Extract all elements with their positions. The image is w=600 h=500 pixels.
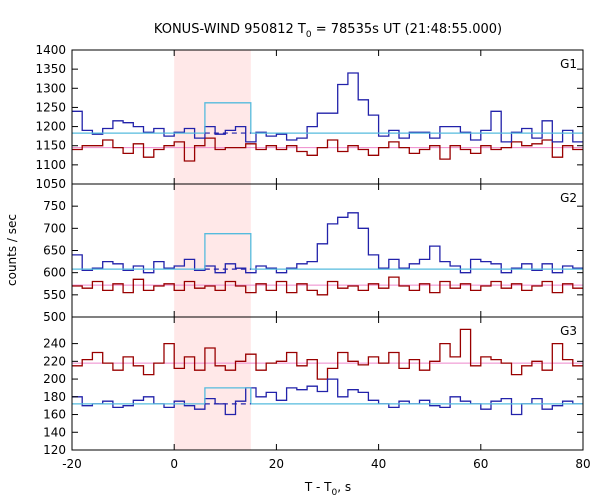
y-tick-label: 1250 <box>35 100 66 114</box>
panel-frame <box>71 49 584 185</box>
model-cyan <box>72 387 583 405</box>
y-tick-label: 700 <box>43 221 66 235</box>
series-blue <box>72 212 583 274</box>
y-tick-label: 1350 <box>35 62 66 76</box>
chart-title: KONUS-WIND 950812 T0 = 78535s UT (21:48:… <box>154 22 502 40</box>
y-tick-label: 1400 <box>35 43 66 57</box>
panel-label: G2 <box>560 191 577 205</box>
y-tick-label: 550 <box>43 288 66 302</box>
x-axis-title: T - T0, s <box>304 480 351 498</box>
y-tick-label: 650 <box>43 244 66 258</box>
x-tick-label: 20 <box>269 457 284 471</box>
highlight-band <box>174 50 251 184</box>
model-cyan <box>72 233 583 270</box>
model-cyan <box>72 102 583 134</box>
y-tick-label: 500 <box>43 310 66 324</box>
x-tick-label: -20 <box>62 457 82 471</box>
series-blue <box>72 72 583 143</box>
panel-g3: 120 140 160 180 200 220 240 G3 <box>43 316 584 457</box>
y-axis-title: counts / sec <box>5 214 19 286</box>
x-tick-label: 40 <box>371 457 386 471</box>
series-red <box>72 276 583 296</box>
y-tick-label: 1200 <box>35 120 66 134</box>
y-tick-label: 140 <box>43 425 66 439</box>
series-red <box>72 328 583 380</box>
x-tick-label: 80 <box>575 457 590 471</box>
panel-frame <box>71 316 584 451</box>
highlight-band <box>174 184 251 317</box>
y-tick-label: 120 <box>43 443 66 457</box>
y-tick-label: 1050 <box>35 177 66 191</box>
panel-label: G3 <box>560 324 577 338</box>
y-tick-label: 1150 <box>35 139 66 153</box>
panel-frame <box>71 183 584 318</box>
y-tick-label: 1100 <box>35 158 66 172</box>
panel-g2: 500 550 600 650 700 750 G2 <box>43 183 584 324</box>
panel-g1: 1050 1100 1150 1200 1250 1300 1350 1400 G1 <box>35 43 584 191</box>
y-tick-label: 200 <box>43 372 66 386</box>
y-tick-label: 180 <box>43 390 66 404</box>
series-red <box>72 137 583 162</box>
y-tick-label: 1300 <box>35 81 66 95</box>
series-blue <box>72 378 583 416</box>
panel-label: G1 <box>560 57 577 71</box>
plot-area: 10501100115012001250130013501400G1500550… <box>35 43 590 471</box>
y-tick-label: 750 <box>43 199 66 213</box>
highlight-band <box>174 317 251 450</box>
y-tick-label: 600 <box>43 266 66 280</box>
y-tick-label: 160 <box>43 408 66 422</box>
x-tick-label: 0 <box>170 457 178 471</box>
x-tick-label: 60 <box>473 457 488 471</box>
y-tick-label: 240 <box>43 337 66 351</box>
y-tick-label: 220 <box>43 354 66 368</box>
